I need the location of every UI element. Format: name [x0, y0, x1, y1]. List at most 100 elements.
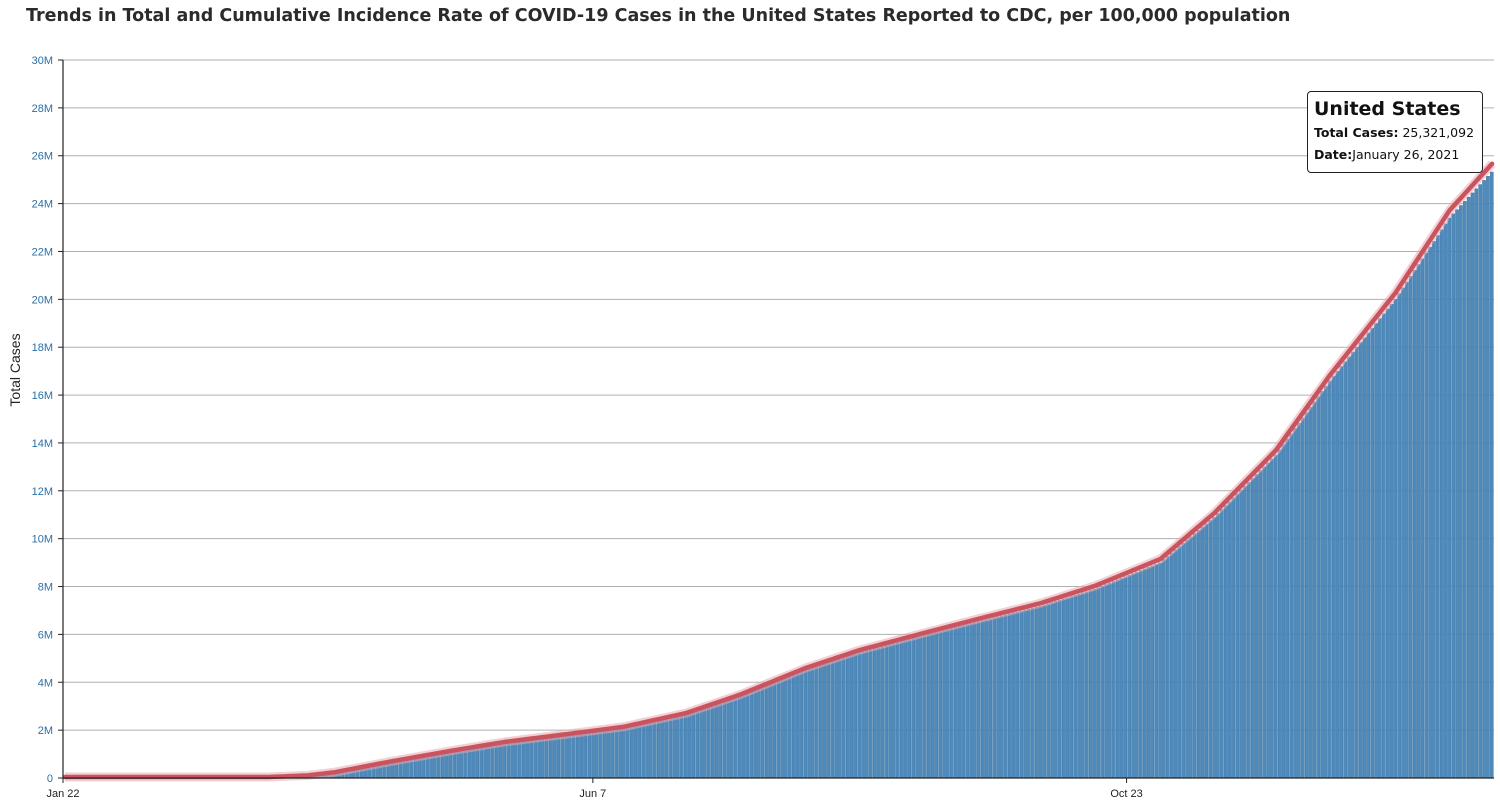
bar[interactable]: [1297, 422, 1301, 779]
bar[interactable]: [660, 719, 665, 779]
bar[interactable]: [868, 649, 873, 779]
bar[interactable]: [625, 727, 630, 779]
bar[interactable]: [506, 742, 511, 779]
bar[interactable]: [579, 733, 584, 779]
bar[interactable]: [857, 652, 862, 779]
bar[interactable]: [919, 636, 923, 779]
bar[interactable]: [691, 712, 696, 779]
bar[interactable]: [768, 684, 773, 779]
bar[interactable]: [834, 660, 838, 779]
bar[interactable]: [672, 717, 676, 779]
bar[interactable]: [1381, 313, 1386, 779]
bar[interactable]: [826, 662, 831, 779]
bar[interactable]: [988, 618, 993, 779]
bar[interactable]: [884, 645, 889, 779]
bar[interactable]: [865, 650, 869, 779]
bar[interactable]: [838, 658, 842, 779]
bar[interactable]: [1019, 610, 1024, 779]
bar[interactable]: [930, 633, 935, 779]
bar[interactable]: [564, 735, 568, 779]
bar[interactable]: [1138, 570, 1143, 779]
bar[interactable]: [598, 731, 603, 779]
bar[interactable]: [1397, 293, 1402, 779]
bar[interactable]: [1362, 337, 1367, 779]
bar[interactable]: [1250, 478, 1255, 779]
bar[interactable]: [1285, 438, 1290, 779]
bar[interactable]: [1462, 201, 1467, 779]
bar[interactable]: [1189, 536, 1193, 779]
bar[interactable]: [934, 632, 939, 779]
bar[interactable]: [575, 733, 580, 779]
bar[interactable]: [888, 644, 892, 779]
bar[interactable]: [938, 631, 943, 779]
bar[interactable]: [1165, 555, 1170, 779]
bar[interactable]: [637, 724, 642, 779]
bar[interactable]: [595, 731, 599, 779]
bar[interactable]: [1065, 597, 1070, 779]
bar[interactable]: [1092, 588, 1097, 779]
bar[interactable]: [1374, 323, 1378, 779]
bar[interactable]: [710, 705, 715, 779]
bar[interactable]: [1335, 370, 1340, 779]
bar[interactable]: [622, 728, 626, 779]
bar[interactable]: [610, 729, 615, 779]
bar[interactable]: [1273, 454, 1278, 779]
bar[interactable]: [706, 706, 711, 779]
bar[interactable]: [1428, 246, 1432, 779]
bar[interactable]: [460, 750, 464, 779]
bar[interactable]: [687, 713, 692, 779]
bar[interactable]: [1405, 281, 1409, 779]
bar[interactable]: [1081, 592, 1085, 779]
bar[interactable]: [1459, 205, 1463, 779]
bar[interactable]: [541, 738, 545, 779]
bar[interactable]: [996, 616, 1000, 779]
bar[interactable]: [1489, 171, 1494, 779]
bar[interactable]: [1023, 609, 1027, 779]
bar[interactable]: [676, 716, 680, 779]
bar[interactable]: [683, 714, 688, 779]
bar[interactable]: [1239, 489, 1243, 779]
bar[interactable]: [1432, 241, 1436, 779]
bar[interactable]: [703, 708, 707, 779]
bar[interactable]: [1385, 308, 1390, 779]
bar[interactable]: [1054, 601, 1058, 779]
bar[interactable]: [502, 743, 507, 779]
bar[interactable]: [521, 740, 526, 779]
bar[interactable]: [1478, 184, 1483, 779]
bar[interactable]: [1300, 417, 1305, 779]
bar[interactable]: [1192, 533, 1197, 779]
bar[interactable]: [1482, 180, 1486, 779]
bar[interactable]: [1293, 428, 1297, 779]
bar[interactable]: [1131, 573, 1135, 779]
bar[interactable]: [1420, 258, 1425, 779]
bar[interactable]: [1077, 593, 1081, 779]
bar[interactable]: [440, 753, 445, 779]
bar[interactable]: [1347, 356, 1351, 779]
bar[interactable]: [456, 750, 460, 779]
bar[interactable]: [606, 730, 611, 779]
bar[interactable]: [1038, 605, 1043, 779]
bar[interactable]: [1216, 513, 1220, 779]
bar[interactable]: [1408, 275, 1413, 779]
bar[interactable]: [695, 710, 700, 779]
bar[interactable]: [475, 747, 480, 779]
bar[interactable]: [1254, 474, 1259, 779]
bar[interactable]: [452, 751, 457, 779]
bar[interactable]: [760, 687, 765, 779]
bar[interactable]: [1115, 579, 1120, 779]
bar[interactable]: [525, 740, 530, 779]
bar[interactable]: [548, 737, 553, 779]
bar[interactable]: [1324, 385, 1328, 779]
bar[interactable]: [629, 726, 634, 779]
bar[interactable]: [1455, 209, 1459, 779]
bar[interactable]: [1123, 576, 1128, 779]
bar[interactable]: [494, 744, 499, 779]
bar[interactable]: [471, 748, 476, 779]
bar[interactable]: [1007, 613, 1012, 779]
bar[interactable]: [1212, 516, 1216, 779]
bar[interactable]: [1401, 287, 1405, 779]
bar[interactable]: [1135, 571, 1139, 779]
bar[interactable]: [1042, 604, 1047, 779]
bar[interactable]: [872, 648, 877, 779]
bar[interactable]: [1185, 539, 1189, 779]
